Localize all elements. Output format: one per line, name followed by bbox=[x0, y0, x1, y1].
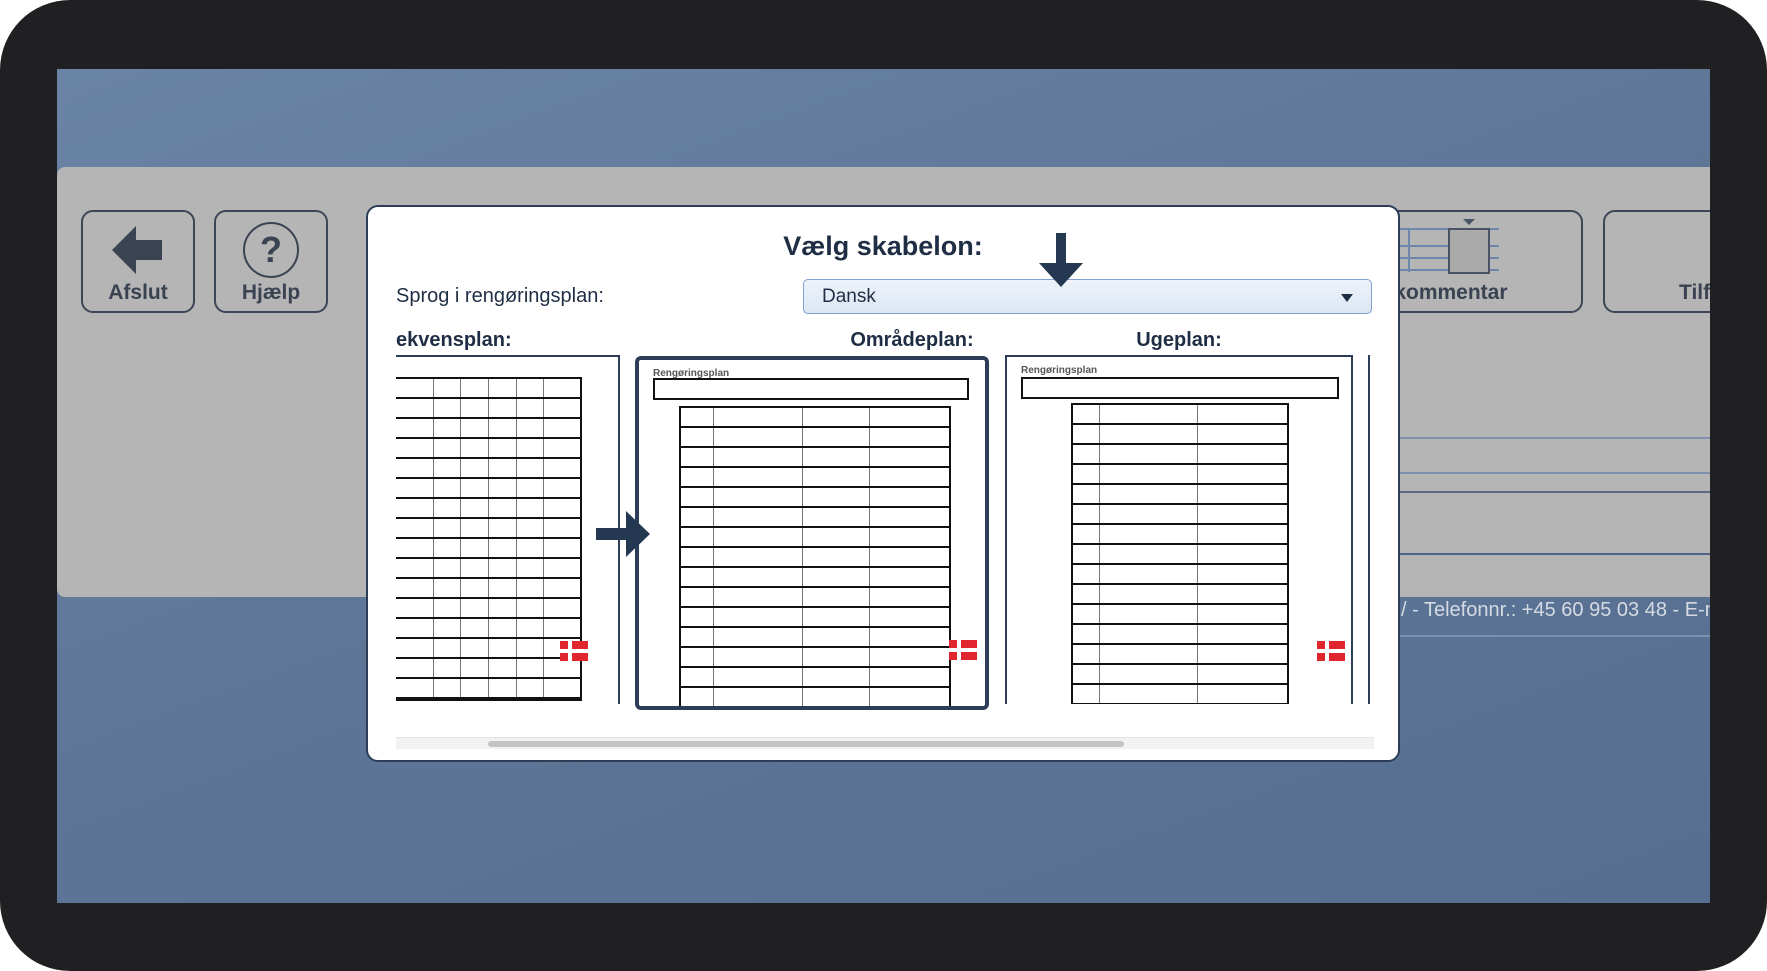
preview-row bbox=[1073, 645, 1287, 665]
template-label-frequency: ekvensplan: bbox=[396, 329, 512, 351]
preview-row bbox=[396, 379, 580, 399]
preview-row bbox=[396, 499, 580, 519]
chevron-down-icon bbox=[1341, 294, 1353, 302]
scrollbar-thumb[interactable] bbox=[488, 741, 1124, 747]
template-preview-area[interactable]: Rengøringsplan bbox=[635, 356, 989, 710]
arrow-right-icon bbox=[596, 511, 650, 557]
preview-row bbox=[1073, 445, 1287, 465]
exit-button[interactable]: Afslut bbox=[81, 210, 195, 313]
template-label-area: Områdeplan: bbox=[850, 329, 974, 351]
preview-doc-title: Rengøringsplan bbox=[1021, 365, 1098, 376]
preview-doc-title: Rengøringsplan bbox=[653, 368, 730, 379]
arrow-left-icon bbox=[112, 226, 162, 274]
template-dialog: Vælg skabelon: Sprog i rengøringsplan: D… bbox=[366, 205, 1400, 762]
preview-row bbox=[396, 639, 580, 659]
preview-row bbox=[681, 628, 949, 648]
preview-row bbox=[681, 428, 949, 448]
svg-text:?: ? bbox=[260, 229, 282, 270]
divider bbox=[1400, 553, 1710, 555]
preview-row bbox=[1073, 565, 1287, 585]
preview-row bbox=[396, 659, 580, 679]
preview-row bbox=[681, 548, 949, 568]
preview-row bbox=[396, 479, 580, 499]
exit-label: Afslut bbox=[108, 281, 168, 304]
preview-row bbox=[1073, 485, 1287, 505]
preview-row bbox=[681, 488, 949, 508]
arrow-down-icon bbox=[1039, 233, 1083, 287]
danish-flag-icon bbox=[560, 641, 588, 661]
preview-row bbox=[396, 599, 580, 619]
language-label: Sprog i rengøringsplan: bbox=[396, 285, 604, 307]
language-select[interactable]: Dansk bbox=[803, 279, 1372, 314]
preview-row bbox=[396, 619, 580, 639]
help-label: Hjælp bbox=[241, 281, 301, 304]
template-preview-week[interactable]: Rengøringsplan bbox=[1005, 355, 1353, 704]
language-value: Dansk bbox=[822, 286, 876, 307]
preview-row bbox=[1073, 625, 1287, 645]
preview-row bbox=[681, 588, 949, 608]
preview-row bbox=[681, 568, 949, 588]
horizontal-scrollbar[interactable] bbox=[396, 737, 1374, 749]
preview-row bbox=[1073, 525, 1287, 545]
template-preview-frequency[interactable] bbox=[396, 355, 620, 704]
preview-row bbox=[396, 459, 580, 479]
preview-row bbox=[681, 608, 949, 628]
divider bbox=[1400, 472, 1710, 474]
preview-row bbox=[396, 519, 580, 539]
preview-row bbox=[396, 539, 580, 559]
preview-row bbox=[1073, 605, 1287, 625]
preview-row bbox=[681, 668, 949, 688]
preview-row bbox=[396, 399, 580, 419]
preview-row bbox=[396, 419, 580, 439]
preview-row bbox=[396, 679, 580, 699]
template-label-week: Ugeplan: bbox=[1136, 329, 1222, 351]
preview-row bbox=[1073, 665, 1287, 685]
preview-row bbox=[681, 468, 949, 488]
footer-contact: / - Telefonnr.: +45 60 95 03 48 - E-m bbox=[1401, 599, 1710, 621]
divider bbox=[1400, 635, 1710, 637]
preview-row bbox=[681, 528, 949, 548]
preview-row bbox=[1073, 505, 1287, 525]
preview-row bbox=[396, 439, 580, 459]
help-button[interactable]: ? Hjælp bbox=[214, 210, 328, 313]
preview-row bbox=[1073, 425, 1287, 445]
preview-row bbox=[1073, 585, 1287, 605]
danish-flag-icon bbox=[949, 640, 977, 660]
preview-row bbox=[681, 448, 949, 468]
preview-row bbox=[1073, 405, 1287, 425]
dialog-title: Vælg skabelon: bbox=[783, 231, 983, 261]
danish-flag-icon bbox=[1317, 641, 1345, 661]
help-icon: ? bbox=[243, 222, 299, 278]
preview-row bbox=[1073, 465, 1287, 485]
divider bbox=[1400, 491, 1710, 493]
preview-row bbox=[1073, 685, 1287, 704]
template-preview-next[interactable] bbox=[1368, 355, 1398, 704]
divider bbox=[1400, 437, 1710, 439]
preview-row bbox=[681, 648, 949, 668]
preview-row bbox=[681, 688, 949, 706]
preview-row bbox=[396, 559, 580, 579]
preview-row bbox=[396, 579, 580, 599]
preview-row bbox=[681, 508, 949, 528]
preview-row bbox=[681, 408, 949, 428]
preview-row bbox=[1073, 545, 1287, 565]
add-label: Tilf bbox=[1679, 281, 1710, 304]
add-button[interactable]: Tilf bbox=[1603, 210, 1710, 313]
